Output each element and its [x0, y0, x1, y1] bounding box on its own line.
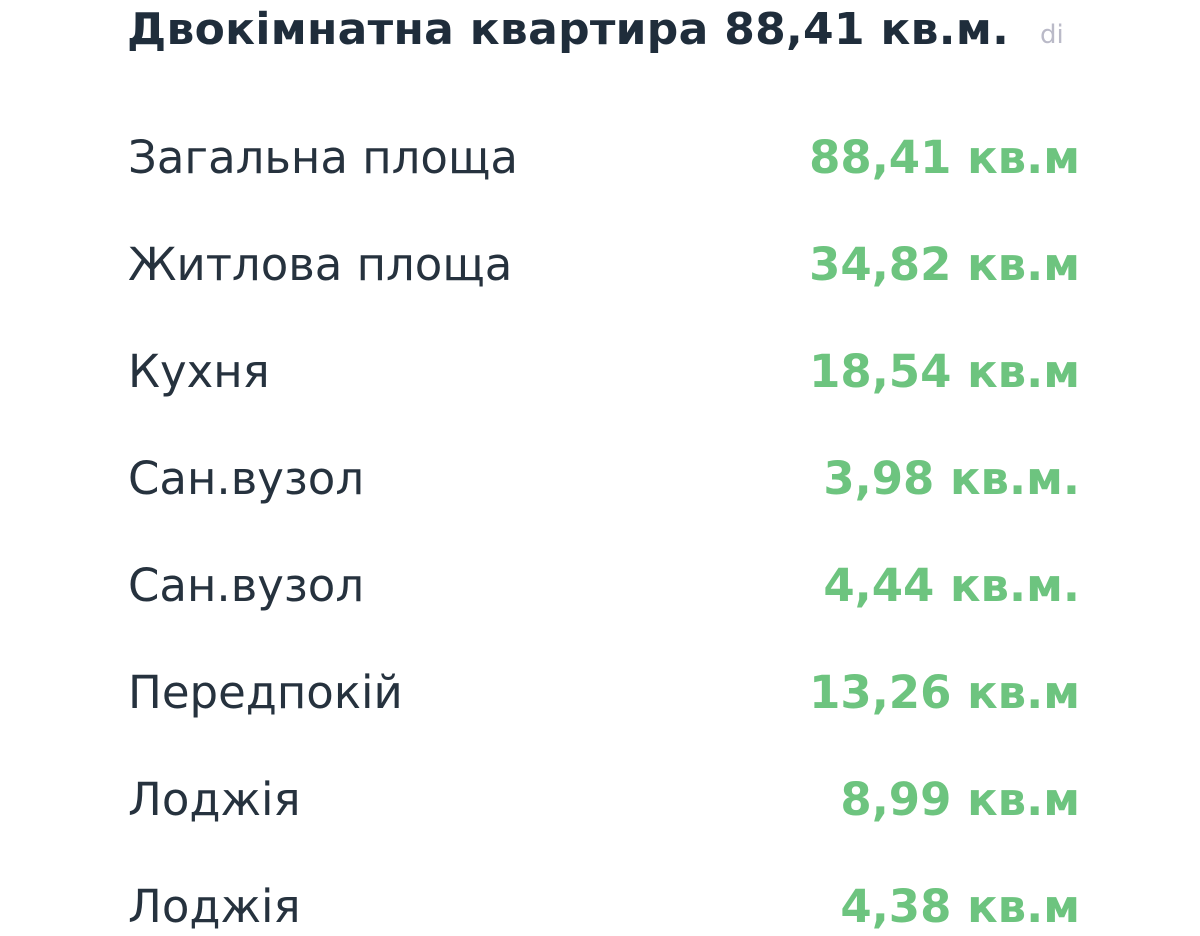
table-row: Загальна площа 88,41 кв.м [128, 127, 1080, 187]
row-value: 88,41 кв.м [809, 130, 1080, 184]
row-value: 4,38 кв.м [840, 879, 1080, 933]
row-label: Передпокій [128, 665, 403, 719]
row-label: Сан.вузол [128, 558, 365, 612]
row-value: 3,98 кв.м. [823, 451, 1080, 505]
table-row: Житлова площа 34,82 кв.м [128, 234, 1080, 294]
table-row: Передпокій 13,26 кв.м [128, 662, 1080, 722]
row-label: Лоджія [128, 879, 301, 933]
row-label: Сан.вузол [128, 451, 365, 505]
table-row: Сан.вузол 3,98 кв.м. [128, 448, 1080, 508]
row-label: Загальна площа [128, 130, 518, 184]
table-row: Сан.вузол 4,44 кв.м. [128, 555, 1080, 615]
row-value: 13,26 кв.м [809, 665, 1080, 719]
table-row: Кухня 18,54 кв.м [128, 341, 1080, 401]
row-label: Кухня [128, 344, 270, 398]
row-label: Житлова площа [128, 237, 513, 291]
row-value: 18,54 кв.м [809, 344, 1080, 398]
table-row: Лоджія 4,38 кв.м [128, 876, 1080, 936]
table-row: Лоджія 8,99 кв.м [128, 769, 1080, 829]
row-value: 34,82 кв.м [809, 237, 1080, 291]
row-label: Лоджія [128, 772, 301, 826]
row-value: 4,44 кв.м. [823, 558, 1080, 612]
page-title: Двокімнатна квартира 88,41 кв.м. [127, 4, 1010, 55]
row-value: 8,99 кв.м [840, 772, 1080, 826]
watermark: di [1040, 20, 1064, 50]
